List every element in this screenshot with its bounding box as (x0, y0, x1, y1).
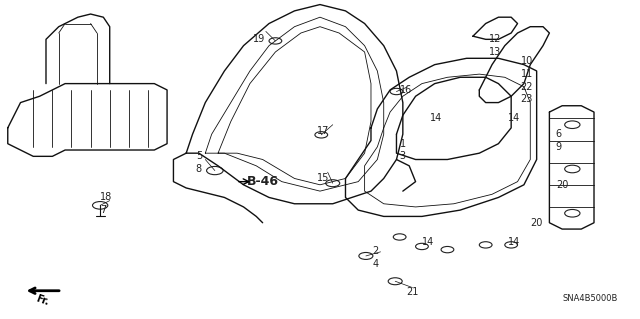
Text: 4: 4 (372, 259, 378, 269)
Text: 5: 5 (196, 151, 202, 161)
Text: 9: 9 (556, 142, 562, 152)
Text: 20: 20 (531, 218, 543, 228)
Text: 17: 17 (317, 126, 329, 136)
Text: 14: 14 (508, 237, 520, 247)
Text: SNA4B5000B: SNA4B5000B (562, 294, 618, 303)
Text: 12: 12 (489, 34, 501, 44)
Text: 11: 11 (521, 69, 533, 79)
Text: 23: 23 (521, 94, 533, 104)
Text: 3: 3 (399, 151, 406, 161)
Text: 14: 14 (508, 113, 520, 123)
Text: 1: 1 (399, 139, 406, 149)
Text: 21: 21 (406, 287, 419, 297)
Text: 15: 15 (317, 174, 329, 183)
Text: 19: 19 (253, 34, 266, 44)
Text: 14: 14 (422, 237, 434, 247)
Text: B-46: B-46 (246, 175, 278, 188)
Text: 7: 7 (100, 205, 106, 215)
Text: Fr.: Fr. (35, 294, 51, 308)
Text: 20: 20 (556, 180, 568, 190)
Text: 13: 13 (489, 47, 501, 57)
Text: 14: 14 (429, 113, 442, 123)
Text: 6: 6 (556, 129, 562, 139)
Text: 10: 10 (521, 56, 533, 66)
Text: 22: 22 (521, 82, 533, 92)
Text: 16: 16 (399, 85, 412, 95)
Text: 8: 8 (196, 164, 202, 174)
Text: 2: 2 (372, 246, 378, 256)
Text: 18: 18 (100, 192, 113, 203)
